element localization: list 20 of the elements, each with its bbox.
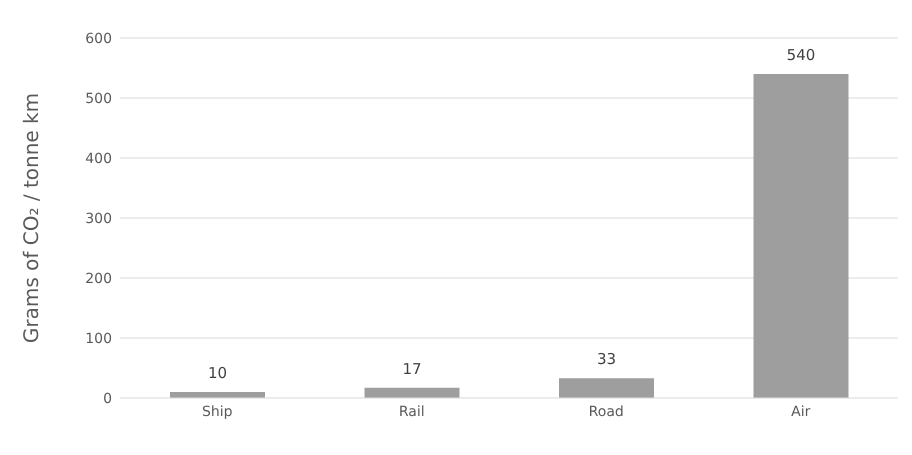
y-tick-label: 200 [85, 270, 112, 287]
x-tick-label: Road [588, 404, 624, 420]
y-tick-label: 600 [85, 30, 112, 47]
data-label: 540 [786, 46, 816, 64]
bar [559, 378, 654, 398]
y-tick-label: 300 [85, 210, 112, 227]
y-tick-label: 400 [85, 150, 112, 167]
bar [170, 392, 265, 398]
y-tick-label: 100 [85, 330, 112, 347]
y-tick-label: 500 [85, 90, 112, 107]
x-tick-label: Rail [398, 404, 425, 420]
x-tick-label: Air [791, 404, 811, 420]
data-label: 10 [208, 364, 228, 382]
y-axis-title: Grams of CO₂ / tonne km [19, 92, 43, 344]
y-tick-label: 0 [103, 390, 112, 407]
data-label: 17 [402, 360, 422, 378]
x-tick-label: Ship [202, 404, 233, 420]
data-label: 33 [596, 350, 616, 368]
bar [364, 388, 460, 398]
bar [754, 74, 848, 398]
